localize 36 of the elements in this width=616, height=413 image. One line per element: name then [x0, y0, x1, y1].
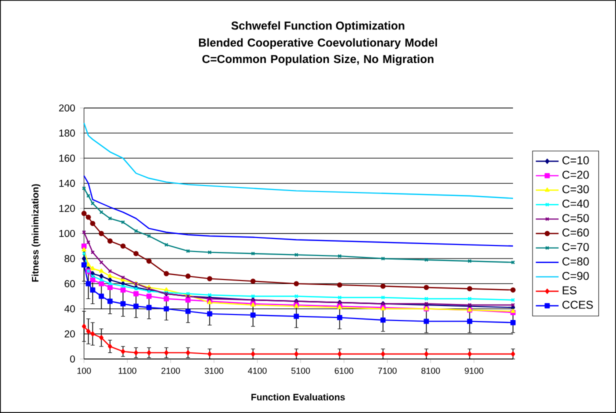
legend-label: CCES — [562, 300, 593, 309]
y-tick-label: 180 — [59, 130, 75, 137]
x-axis-title: Function Evaluations — [251, 394, 345, 400]
chart-title: Schwefel Function Optimization — [231, 21, 404, 32]
legend-label: C=20 — [562, 170, 589, 179]
x-tick-label: 8100 — [421, 368, 440, 374]
x-tick-label: 4100 — [248, 368, 267, 374]
x-tick-label: 9100 — [464, 368, 484, 374]
y-tick-label: 200 — [59, 104, 75, 112]
y-axis-title: Fitness (minimization) — [32, 184, 40, 282]
x-tick-label: 3100 — [204, 368, 224, 374]
y-tick-label: 0 — [70, 355, 75, 363]
legend-label: C=10 — [562, 156, 589, 164]
y-tick-label: 160 — [59, 154, 75, 162]
legend-label: C=60 — [562, 228, 589, 237]
legend-label: C=90 — [562, 272, 589, 280]
legend-label: C=40 — [562, 200, 589, 208]
x-tick-label: 6100 — [334, 368, 354, 374]
legend-label: C=50 — [562, 214, 589, 222]
y-tick-label: 60 — [64, 280, 75, 288]
x-tick-label: 7100 — [378, 368, 397, 374]
y-tick-label: 140 — [59, 180, 75, 187]
legend-label: C=70 — [562, 242, 589, 251]
x-tick-label: 1100 — [118, 368, 136, 374]
y-tick-label: 100 — [59, 230, 75, 238]
y-tick-label: 120 — [59, 204, 75, 212]
legend-label: C=80 — [562, 257, 589, 266]
legend-label: C=30 — [562, 185, 589, 194]
x-tick-label: 2100 — [161, 368, 180, 374]
y-tick-label: 80 — [64, 255, 75, 262]
y-tick-label: 20 — [64, 330, 75, 338]
chart-subtitle: Blended Cooperative Coevolutionary Model C=Common Population Size, No Migration — [199, 38, 437, 66]
x-tick-label: 5100 — [291, 368, 310, 374]
legend-label: ES — [562, 286, 576, 294]
y-tick-label: 40 — [64, 305, 75, 312]
x-tick-label: 100 — [77, 368, 91, 374]
